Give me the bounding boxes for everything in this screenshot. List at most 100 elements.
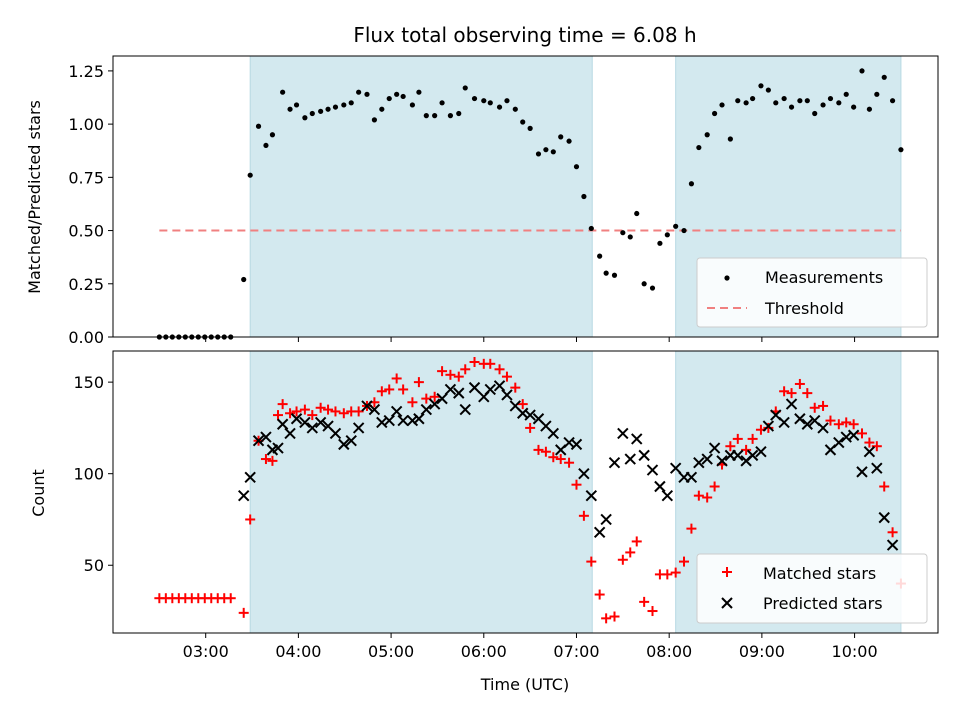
matched-star-point	[517, 399, 528, 410]
predicted-star-point	[646, 464, 659, 476]
count-points	[154, 356, 906, 624]
predicted-star-point	[501, 389, 513, 401]
legend-predicted-marker	[721, 597, 733, 609]
matched-star-point	[679, 556, 690, 567]
predicted-star-point	[237, 489, 250, 502]
predicted-star-point	[701, 453, 713, 465]
measurement-point	[527, 125, 533, 131]
y-tick-label: 0.75	[68, 168, 104, 187]
measurement-point	[394, 91, 400, 97]
measurement-point	[371, 117, 378, 123]
predicted-star-point	[428, 398, 441, 410]
predicted-star-point	[833, 436, 845, 449]
matched-star-point	[841, 417, 852, 428]
predicted-star-point	[570, 438, 583, 451]
measurement-point	[843, 91, 849, 97]
matched-star-point	[670, 567, 681, 578]
matched-star-point	[578, 510, 589, 521]
measurement-point	[712, 110, 718, 117]
measurement-point	[735, 98, 741, 104]
measurement-point	[704, 132, 710, 138]
measurement-point	[664, 232, 670, 238]
predicted-star-point	[252, 435, 265, 447]
matched-star-point	[786, 388, 797, 399]
measurement-point	[820, 102, 826, 108]
bottom-y-axis-label: Count	[29, 469, 48, 517]
y-tick-label: 0.00	[68, 328, 104, 347]
matched-star-point	[485, 358, 496, 369]
measurement-point	[603, 270, 609, 276]
matched-star-point	[747, 433, 758, 444]
matched-star-point	[267, 455, 278, 466]
predicted-star-point	[600, 513, 612, 526]
measurement-point	[456, 110, 462, 117]
measurement-point	[781, 95, 787, 102]
predicted-star-point	[878, 511, 890, 524]
predicted-star-point	[459, 403, 471, 416]
matched-star-point	[732, 433, 743, 444]
x-tick-label: 04:00	[275, 642, 321, 661]
matched-star-point	[330, 406, 341, 417]
matched-star-point	[594, 589, 605, 600]
matched-star-point	[501, 371, 512, 382]
predicted-star-point	[383, 414, 395, 427]
measurement-point	[649, 285, 656, 291]
matched-star-point	[725, 441, 736, 452]
predicted-star-point	[244, 471, 256, 484]
matched-star-point	[887, 527, 898, 538]
measurement-point	[269, 132, 276, 138]
predicted-star-point	[716, 455, 728, 467]
predicted-star-point	[524, 409, 536, 421]
x-tick-label: 05:00	[368, 642, 414, 661]
matched-star-point	[376, 386, 387, 397]
top-panel: 0.00 0.25 0.50 0.75 1.00 1.25 Matched/Predict…	[25, 55, 939, 347]
predicted-star-point	[863, 446, 876, 458]
measurement-point	[558, 134, 564, 140]
measurement-point	[471, 95, 478, 102]
measurement-point	[657, 240, 663, 246]
matched-star-point	[564, 457, 575, 468]
predicted-star-point	[444, 383, 457, 396]
matched-star-point	[299, 404, 310, 415]
matched-star-point	[413, 377, 424, 388]
measurement-point	[804, 98, 810, 104]
predicted-star-point	[871, 462, 883, 474]
measurement-point	[496, 104, 503, 110]
matched-star-point	[273, 410, 283, 421]
bottom-x-ticks: 03:00 04:00 05:00 06:00 07:00 08:00 09:00 10:00	[183, 633, 878, 661]
matched-star-point	[540, 446, 551, 457]
matched-star-point	[609, 611, 620, 622]
matched-star-point	[825, 415, 836, 426]
predicted-star-point	[624, 453, 636, 465]
predicted-star-point	[290, 413, 303, 425]
predicted-star-point	[276, 418, 289, 430]
predicted-star-point	[708, 442, 721, 454]
measurement-point	[293, 102, 300, 108]
measurement-point	[255, 123, 262, 129]
predicted-star-point	[329, 427, 342, 440]
measurement-point	[364, 91, 370, 97]
legend-measurement-marker	[724, 275, 730, 281]
predicted-star-point	[847, 429, 860, 441]
matched-star-point	[686, 523, 697, 534]
legend-matched-label: Matched stars	[763, 564, 876, 583]
matched-star-point	[709, 481, 720, 492]
predicted-star-point	[345, 435, 357, 447]
measurement-point	[681, 227, 687, 234]
matched-star-point	[260, 454, 271, 465]
measurement-point	[851, 104, 857, 110]
predicted-star-point	[352, 422, 365, 434]
predicted-star-point	[284, 427, 296, 440]
predicted-star-point	[338, 438, 350, 451]
measurement-point	[827, 95, 834, 102]
x-axis-label: Time (UTC)	[480, 675, 569, 694]
matched-star-point	[856, 428, 867, 439]
matched-star-point	[548, 452, 559, 463]
matched-star-point	[307, 410, 318, 421]
matched-star-point	[625, 547, 636, 558]
predicted-star-point	[746, 449, 759, 462]
matched-star-point	[429, 391, 440, 402]
measurement-point	[356, 89, 362, 95]
measurement-point	[481, 98, 487, 104]
